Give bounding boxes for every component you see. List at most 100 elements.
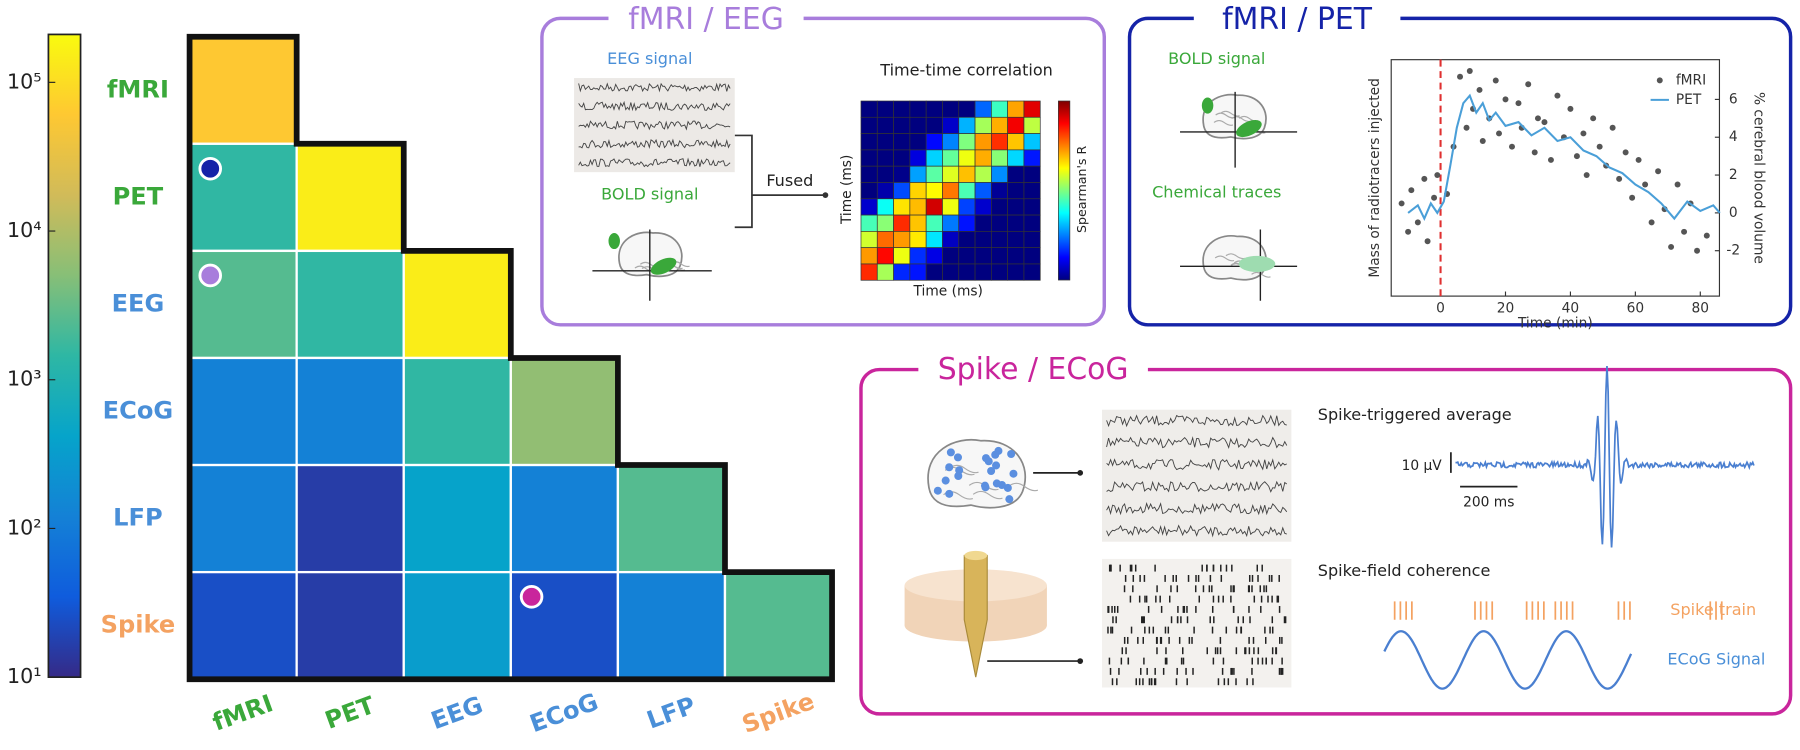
line-series [1407, 93, 1721, 222]
corr-cell [958, 100, 976, 118]
corr-cell [893, 214, 911, 232]
x-tick-label: 0 [1436, 301, 1445, 317]
corr-cell [1007, 133, 1025, 151]
scatter-point [1534, 115, 1541, 122]
corr-cell [942, 116, 960, 134]
panel-title: fMRI / PET [1222, 2, 1373, 37]
corr-cell [942, 149, 960, 167]
corr-cell [860, 182, 878, 200]
corr-cell [925, 149, 943, 167]
electrode-dot [945, 489, 954, 498]
heatmap-border [186, 33, 835, 683]
corr-cell [893, 165, 911, 183]
corr-cell [860, 214, 878, 232]
panel-frame [1127, 16, 1793, 327]
scatter-point [1547, 156, 1554, 163]
heatmap-cell [295, 356, 405, 467]
y-axis-label: Mass of radiotracers injected [1367, 78, 1383, 278]
corr-cell [974, 247, 992, 265]
connector [1077, 658, 1084, 664]
label: Spike-triggered average [1318, 405, 1512, 424]
bold-blob [1236, 120, 1262, 138]
row-label: ECoG [103, 397, 173, 425]
corr-cell [893, 100, 911, 118]
corr-cell [893, 247, 911, 265]
corr-cell [925, 198, 943, 216]
scatter-point [1492, 77, 1499, 84]
trace-image [1101, 409, 1292, 542]
column-label: LFP [643, 691, 699, 734]
corr-cell [958, 165, 976, 183]
scatter-point [1573, 153, 1580, 160]
corr-cell [893, 116, 911, 134]
colorbar-tick-label: 10² [7, 515, 42, 539]
scatter-point [1398, 200, 1405, 207]
colorbar-tick-label: 10³ [7, 367, 42, 391]
trace [1106, 524, 1287, 538]
corr-cell [925, 214, 943, 232]
row-label: Spike [101, 611, 176, 639]
corr-cell [991, 165, 1008, 183]
scatter-point [1479, 138, 1486, 144]
corr-cell [860, 165, 878, 183]
electrode-dot [955, 466, 964, 475]
corr-cell [860, 116, 878, 134]
column-label: EEG [427, 691, 486, 735]
corr-cell [958, 231, 976, 249]
scatter-point [1703, 232, 1710, 239]
corr-cell [991, 100, 1008, 118]
corr-cell [942, 198, 960, 216]
electrode-dot [945, 463, 954, 472]
axis-label: Spearman's R [1074, 146, 1089, 234]
electrode-dot [981, 454, 991, 463]
corr-cell [942, 263, 960, 281]
bold-blob [608, 232, 620, 250]
trace [1106, 414, 1287, 428]
heatmap-cell [295, 570, 405, 681]
title-bg [918, 353, 1148, 388]
scatter-point [1434, 172, 1441, 179]
colorbar-tick-label: 10¹ [7, 664, 42, 688]
brain-fold [972, 490, 1003, 500]
trace [1106, 480, 1288, 493]
corr-cell [991, 263, 1008, 281]
scatter-point [1616, 175, 1623, 182]
electrode-dot [987, 466, 996, 476]
scatter-point [1694, 247, 1701, 254]
corr-cell [925, 182, 943, 200]
corr-cell [1023, 231, 1041, 249]
axis-label: Time (ms) [839, 155, 855, 225]
brain-fold [1215, 112, 1235, 119]
row-label: EEG [112, 289, 165, 317]
scatter-point [1609, 124, 1616, 131]
corr-cell [958, 116, 976, 134]
corr-cell [893, 133, 911, 151]
corr-cell [876, 214, 894, 232]
scatter-point [1466, 68, 1473, 75]
corr-cell [1023, 133, 1041, 151]
colorbar [47, 33, 82, 678]
electrode-dot [1009, 469, 1018, 478]
corr-cell [876, 100, 894, 118]
brain-fold [1214, 255, 1235, 262]
corr-cell [909, 214, 927, 232]
corr-cell [991, 182, 1008, 200]
corr-cell [974, 149, 992, 167]
row-label: PET [113, 182, 164, 210]
scatter-point [1414, 219, 1421, 226]
corr-cell [958, 198, 976, 216]
corr-cell [974, 100, 992, 118]
label: Chemical traces [1152, 182, 1281, 201]
y2-tick-label: 2 [1729, 167, 1738, 183]
label: BOLD signal [601, 185, 698, 204]
axis-label: Time (ms) [913, 284, 983, 300]
corr-cell [893, 263, 911, 281]
plot-frame [1390, 59, 1721, 297]
colorbar-tick-label: 10⁵ [7, 69, 42, 93]
corr-cell [942, 100, 960, 118]
electrode-dot [980, 481, 990, 490]
tracer-blob [1238, 255, 1276, 273]
electrode [963, 554, 988, 678]
corr-cell [876, 133, 894, 151]
